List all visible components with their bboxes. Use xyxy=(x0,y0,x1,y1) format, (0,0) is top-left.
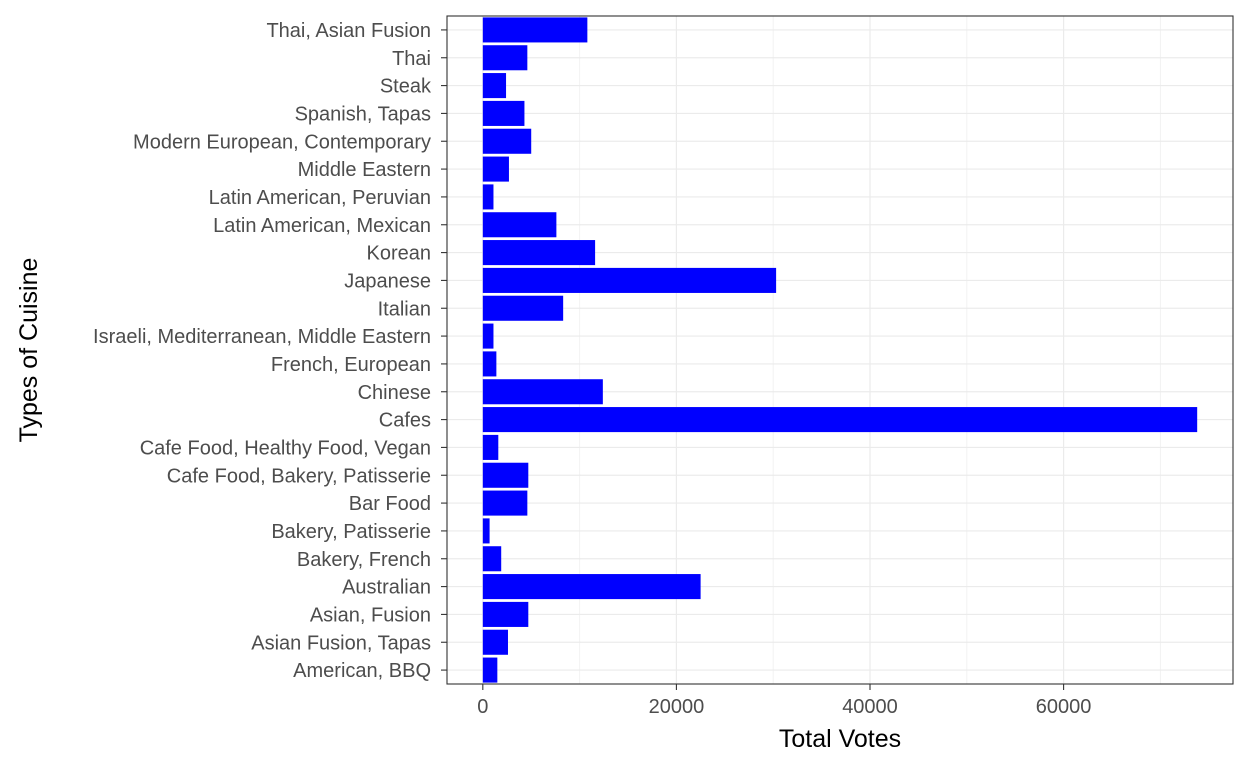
bar xyxy=(482,267,777,293)
minor-gridlines xyxy=(579,16,1161,684)
bar xyxy=(482,601,529,627)
y-tick-label: Thai xyxy=(392,48,431,70)
bars xyxy=(482,17,1198,683)
bar xyxy=(482,295,564,321)
bar xyxy=(482,574,701,600)
x-tick-label: 40000 xyxy=(842,696,898,718)
bar xyxy=(482,128,532,154)
plot-panel-border xyxy=(446,15,1234,685)
bar xyxy=(482,434,499,460)
bar xyxy=(482,490,528,516)
plot-panel-background xyxy=(447,16,1233,684)
bar xyxy=(482,379,603,405)
y-tick-label: Italian xyxy=(378,298,431,320)
y-tick-label: Korean xyxy=(367,243,432,265)
bar xyxy=(482,100,525,126)
y-tick-label: Israeli, Mediterranean, Middle Eastern xyxy=(93,326,431,348)
x-axis-title: Total Votes xyxy=(779,725,901,753)
bar xyxy=(482,73,507,99)
y-tick-label: Latin American, Mexican xyxy=(213,215,431,237)
bar xyxy=(482,351,497,377)
x-tick-label: 20000 xyxy=(649,696,705,718)
y-tick-label: Bakery, French xyxy=(297,549,431,571)
x-tick-label: 0 xyxy=(477,696,488,718)
x-axis: 0 20000 40000 60000 xyxy=(477,684,1091,718)
bar xyxy=(482,323,494,349)
y-tick-label: Cafes xyxy=(379,410,431,432)
bar xyxy=(482,156,509,182)
major-gridlines xyxy=(447,16,1233,684)
bar xyxy=(482,546,502,572)
y-tick-label: Thai, Asian Fusion xyxy=(266,20,431,42)
y-tick-label: Latin American, Peruvian xyxy=(209,187,431,209)
y-tick-label: Bar Food xyxy=(349,493,431,515)
y-tick-label: Japanese xyxy=(344,270,431,292)
y-tick-label: French, European xyxy=(271,354,431,376)
y-tick-label: Modern European, Contemporary xyxy=(133,131,431,153)
y-tick-label: Steak xyxy=(380,76,432,98)
bar xyxy=(482,518,490,544)
bar xyxy=(482,212,557,238)
bar xyxy=(482,407,1198,433)
bar xyxy=(482,657,498,683)
y-tick-label: Spanish, Tapas xyxy=(295,103,431,125)
y-tick-label: Asian Fusion, Tapas xyxy=(251,632,431,654)
bar xyxy=(482,462,529,488)
y-axis-title: Types of Cuisine xyxy=(15,258,43,443)
y-tick-label: Middle Eastern xyxy=(298,159,431,181)
bar xyxy=(482,45,528,71)
bar xyxy=(482,184,494,210)
bar xyxy=(482,17,588,43)
bar xyxy=(482,240,596,266)
y-tick-label: Chinese xyxy=(358,382,431,404)
y-tick-label: Asian, Fusion xyxy=(310,604,431,626)
y-tick-label: American, BBQ xyxy=(293,660,431,682)
y-tick-label: Cafe Food, Healthy Food, Vegan xyxy=(140,437,431,459)
y-tick-label: Australian xyxy=(342,577,431,599)
y-tick-label: Cafe Food, Bakery, Patisserie xyxy=(167,465,431,487)
y-axis: American, BBQ Asian Fusion, Tapas Asian, F… xyxy=(93,20,447,682)
y-tick-label: Bakery, Patisserie xyxy=(271,521,431,543)
bar xyxy=(482,629,508,655)
x-tick-label: 60000 xyxy=(1036,696,1092,718)
